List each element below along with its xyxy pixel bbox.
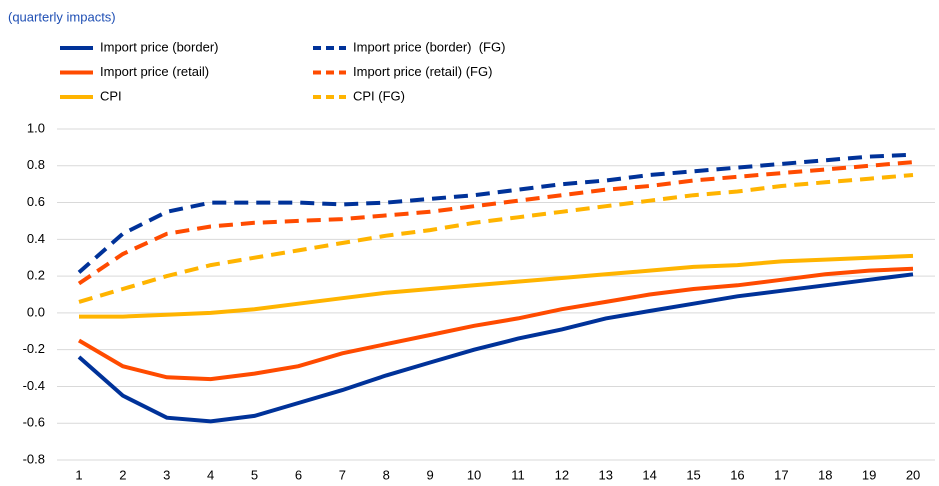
x-tick-label: 1 <box>75 467 82 482</box>
y-tick-label: 1.0 <box>27 120 45 135</box>
x-tick-label: 5 <box>251 467 258 482</box>
y-tick-label: 0.6 <box>27 194 45 209</box>
legend-label: Import price (retail) (FG) <box>353 64 492 79</box>
x-tick-label: 10 <box>467 467 481 482</box>
y-tick-label: 0.0 <box>27 304 45 319</box>
x-tick-label: 18 <box>818 467 832 482</box>
series-line <box>79 253 914 319</box>
x-tick-label: 4 <box>207 467 214 482</box>
x-tick-label: 9 <box>427 467 434 482</box>
x-tick-label: 16 <box>730 467 744 482</box>
y-tick-label: 0.4 <box>27 231 45 246</box>
series-line <box>77 272 914 424</box>
y-tick-label: -0.8 <box>23 451 45 466</box>
x-tick-label: 7 <box>339 467 346 482</box>
y-tick-label: -0.6 <box>23 415 45 430</box>
x-tick-label: 13 <box>599 467 613 482</box>
legend-label: CPI (FG) <box>353 88 405 103</box>
x-tick-label: 19 <box>862 467 876 482</box>
series-line <box>77 152 914 274</box>
x-tick-label: 11 <box>511 467 525 482</box>
x-tick-label: 15 <box>686 467 700 482</box>
x-tick-label: 12 <box>555 467 569 482</box>
y-tick-label: 0.2 <box>27 268 45 283</box>
y-tick-label: -0.2 <box>23 341 45 356</box>
x-tick-label: 3 <box>163 467 170 482</box>
legend-label: Import price (retail) <box>100 64 209 79</box>
x-tick-label: 17 <box>774 467 788 482</box>
legend-label: CPI <box>100 88 122 103</box>
chart-subtitle: (quarterly impacts) <box>8 9 116 24</box>
series-line <box>77 160 914 286</box>
y-tick-label: 0.8 <box>27 157 45 172</box>
series-line <box>78 173 914 304</box>
x-tick-label: 6 <box>295 467 302 482</box>
x-tick-label: 20 <box>906 467 920 482</box>
legend-label: Import price (border) <box>100 39 218 54</box>
series-line <box>77 266 914 382</box>
x-tick-label: 8 <box>383 467 390 482</box>
y-tick-label: -0.4 <box>23 378 45 393</box>
x-tick-label: 2 <box>119 467 126 482</box>
x-tick-label: 14 <box>642 467 656 482</box>
legend-label: Import price (border) (FG) <box>353 39 505 54</box>
